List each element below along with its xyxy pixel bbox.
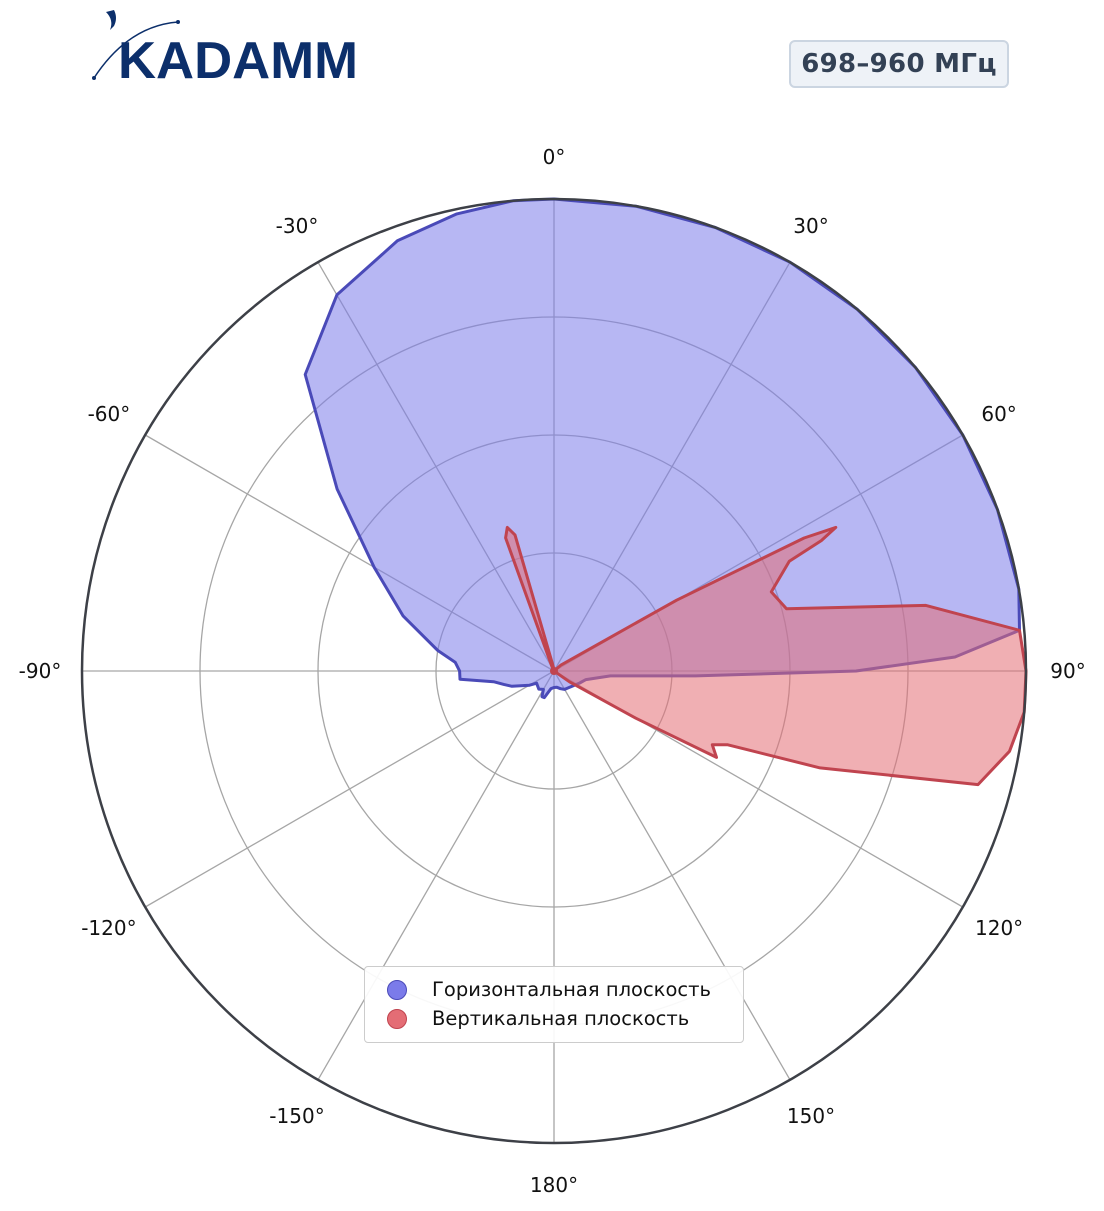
legend-marker-vertical (387, 1008, 407, 1029)
kadamm-logo: KADAMM (92, 10, 358, 86)
angle-tick-label-5: 150° (787, 1104, 835, 1128)
legend-label-horizontal: Горизонтальная плоскость (432, 978, 711, 1001)
angle-tick-label-2: 60° (981, 402, 1016, 426)
angle-tick-label-6: 180° (530, 1173, 578, 1197)
legend-item-horizontal: Горизонтальная плоскость (387, 975, 743, 1004)
angle-tick-label-4: 120° (975, 916, 1023, 940)
legend-item-vertical: Вертикальная плоскость (387, 1004, 743, 1033)
series-area-1 (504, 525, 1028, 787)
frequency-badge: 698–960 МГц (789, 40, 1009, 88)
angle-tick-label-3: 90° (1050, 659, 1085, 683)
angle-tick-labels: 0° 30° 60° 90° 120° 150° 180° -150° -120° -90° -60… (19, 145, 1086, 1197)
logo-text: KADAMM (118, 32, 358, 86)
angle-grid-line-7 (317, 670, 555, 1081)
angle-tick-label-7: -150° (269, 1104, 324, 1128)
polar-outer-frame (80, 197, 1028, 1145)
angle-grid-line-8 (144, 670, 555, 908)
polar-frame (80, 197, 1028, 1145)
legend: Горизонтальная плоскость Вертикальная пл… (364, 966, 744, 1043)
angle-tick-label-10: -60° (88, 402, 131, 426)
pole-center-point (550, 667, 558, 675)
angle-tick-label-9: -90° (19, 659, 62, 683)
angle-grid-line-5 (553, 670, 791, 1081)
angle-tick-label-11: -30° (276, 214, 319, 238)
angle-tick-label-0: 0° (543, 145, 566, 169)
angle-tick-label-8: -120° (81, 916, 136, 940)
legend-marker-horizontal (387, 979, 407, 1000)
polar-series (303, 197, 1028, 787)
angle-tick-label-1: 30° (793, 214, 828, 238)
legend-label-vertical: Вертикальная плоскость (432, 1007, 690, 1030)
